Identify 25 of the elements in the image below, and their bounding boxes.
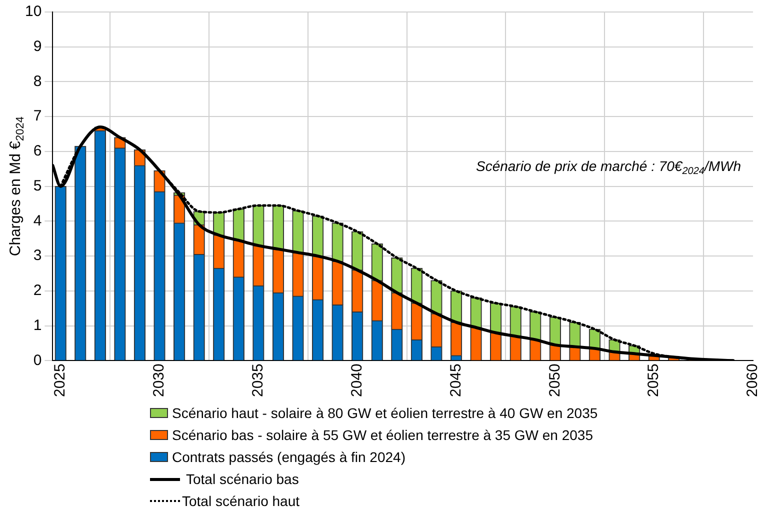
legend-label: Scénario bas - solaire à 55 GW et éolien terrestre à 35 GW en 2035 [172, 427, 593, 443]
y-tick-label: 2 [33, 282, 42, 300]
x-tick-label: 2060 [744, 364, 762, 398]
x-tick-label: 2055 [645, 364, 662, 398]
legend-label: Total scénario haut [182, 493, 300, 509]
y-tick-label: 3 [33, 247, 42, 264]
x-tick-label: 2050 [546, 364, 564, 398]
y-tick-label: 5 [33, 177, 42, 194]
x-tick-label: 2040 [348, 364, 366, 398]
y-tick-label: 6 [33, 142, 42, 160]
y-tick-label: 7 [33, 108, 42, 125]
y-tick-label: 1 [33, 316, 42, 334]
y-tick-label: 10 [24, 3, 42, 20]
y-axis-title: Charges en Md €2024 [7, 116, 27, 256]
y-tick-label: 0 [33, 352, 42, 369]
legend-label: Contrats passés (engagés à fin 2024) [172, 449, 406, 465]
x-tick-label: 2025 [52, 364, 69, 398]
x-tick-label: 2035 [250, 364, 267, 398]
y-tick-label: 4 [33, 212, 42, 230]
x-tick-label: 2045 [447, 364, 464, 398]
y-tick-label: 9 [33, 38, 42, 56]
legend-label: Scénario haut - solaire à 80 GW et éolien terrestre à 40 GW en 2035 [172, 405, 598, 421]
y-tick-label: 8 [33, 72, 42, 90]
x-tick-label: 2030 [150, 364, 168, 398]
legend-label: Total scénario bas [186, 471, 299, 487]
